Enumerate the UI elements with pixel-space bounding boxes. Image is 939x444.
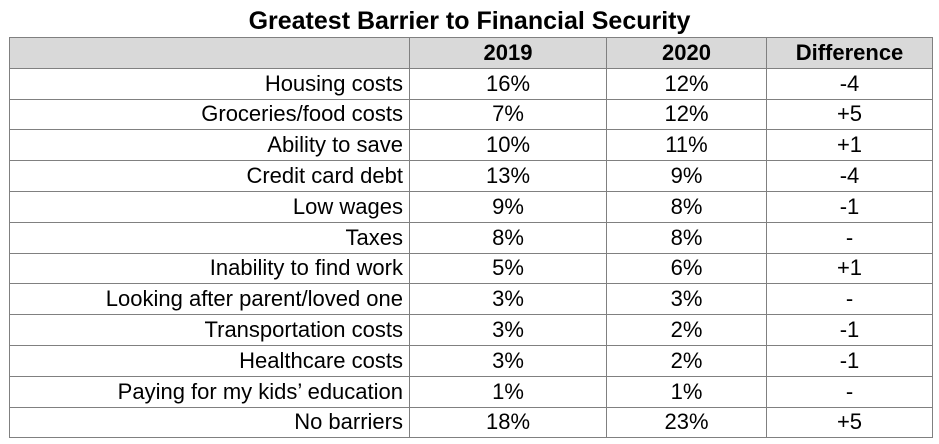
cell-difference: - bbox=[766, 375, 933, 408]
table-row: Credit card debt 13% 9% -4 bbox=[9, 160, 933, 192]
cell-difference: - bbox=[766, 283, 933, 316]
table-body: Housing costs 16% 12% -4 Groceries/food … bbox=[9, 67, 933, 439]
cell-2020: 23% bbox=[606, 406, 767, 439]
table-header: 2019 2020 Difference bbox=[9, 37, 933, 69]
row-label: No barriers bbox=[9, 406, 410, 439]
cell-2020: 9% bbox=[606, 160, 767, 192]
table-row: Healthcare costs 3% 2% -1 bbox=[9, 344, 933, 377]
table-row: Inability to find work 5% 6% +1 bbox=[9, 252, 933, 285]
cell-2019: 8% bbox=[409, 221, 607, 254]
cell-2019: 9% bbox=[409, 190, 607, 223]
table-row: No barriers 18% 23% +5 bbox=[9, 406, 933, 439]
row-label: Ability to save bbox=[9, 129, 410, 162]
table-row: Paying for my kids’ education 1% 1% - bbox=[9, 375, 933, 408]
cell-2020: 11% bbox=[606, 129, 767, 162]
table-row: Transportation costs 3% 2% -1 bbox=[9, 314, 933, 346]
cell-2020: 8% bbox=[606, 190, 767, 223]
row-label: Looking after parent/loved one bbox=[9, 283, 410, 316]
cell-difference: -1 bbox=[766, 190, 933, 223]
header-2020: 2020 bbox=[606, 37, 767, 69]
cell-2020: 2% bbox=[606, 314, 767, 346]
row-label: Groceries/food costs bbox=[9, 98, 410, 131]
cell-2019: 16% bbox=[409, 67, 607, 100]
table-row: Housing costs 16% 12% -4 bbox=[9, 67, 933, 100]
cell-2019: 10% bbox=[409, 129, 607, 162]
row-label: Inability to find work bbox=[9, 252, 410, 285]
cell-difference: -4 bbox=[766, 160, 933, 192]
cell-2019: 18% bbox=[409, 406, 607, 439]
row-label: Healthcare costs bbox=[9, 344, 410, 377]
cell-2020: 3% bbox=[606, 283, 767, 316]
row-label: Paying for my kids’ education bbox=[9, 375, 410, 408]
row-label: Transportation costs bbox=[9, 314, 410, 346]
cell-difference: - bbox=[766, 221, 933, 254]
header-2019: 2019 bbox=[409, 37, 607, 69]
cell-2019: 7% bbox=[409, 98, 607, 131]
cell-2020: 12% bbox=[606, 98, 767, 131]
cell-2019: 5% bbox=[409, 252, 607, 285]
cell-2020: 12% bbox=[606, 67, 767, 100]
row-label: Taxes bbox=[9, 221, 410, 254]
table-row: Taxes 8% 8% - bbox=[9, 221, 933, 254]
table-row: Ability to save 10% 11% +1 bbox=[9, 129, 933, 162]
cell-difference: +5 bbox=[766, 406, 933, 439]
cell-difference: -1 bbox=[766, 344, 933, 377]
cell-2020: 2% bbox=[606, 344, 767, 377]
row-label: Credit card debt bbox=[9, 160, 410, 192]
header-row: 2019 2020 Difference bbox=[9, 37, 933, 69]
table-row: Groceries/food costs 7% 12% +5 bbox=[9, 98, 933, 131]
cell-2020: 1% bbox=[606, 375, 767, 408]
cell-2019: 3% bbox=[409, 344, 607, 377]
header-difference: Difference bbox=[766, 37, 933, 69]
cell-2019: 3% bbox=[409, 314, 607, 346]
cell-difference: -1 bbox=[766, 314, 933, 346]
cell-difference: +1 bbox=[766, 129, 933, 162]
cell-difference: -4 bbox=[766, 67, 933, 100]
table-row: Looking after parent/loved one 3% 3% - bbox=[9, 283, 933, 316]
cell-difference: +5 bbox=[766, 98, 933, 131]
cell-2020: 6% bbox=[606, 252, 767, 285]
row-label: Low wages bbox=[9, 190, 410, 223]
cell-2019: 1% bbox=[409, 375, 607, 408]
row-label: Housing costs bbox=[9, 67, 410, 100]
cell-2019: 3% bbox=[409, 283, 607, 316]
cell-2019: 13% bbox=[409, 160, 607, 192]
cell-difference: +1 bbox=[766, 252, 933, 285]
barrier-table: 2019 2020 Difference Housing costs 16% 1… bbox=[9, 37, 933, 439]
cell-2020: 8% bbox=[606, 221, 767, 254]
header-label-cell bbox=[9, 37, 410, 69]
table-title: Greatest Barrier to Financial Security bbox=[248, 7, 691, 35]
table-row: Low wages 9% 8% -1 bbox=[9, 190, 933, 223]
